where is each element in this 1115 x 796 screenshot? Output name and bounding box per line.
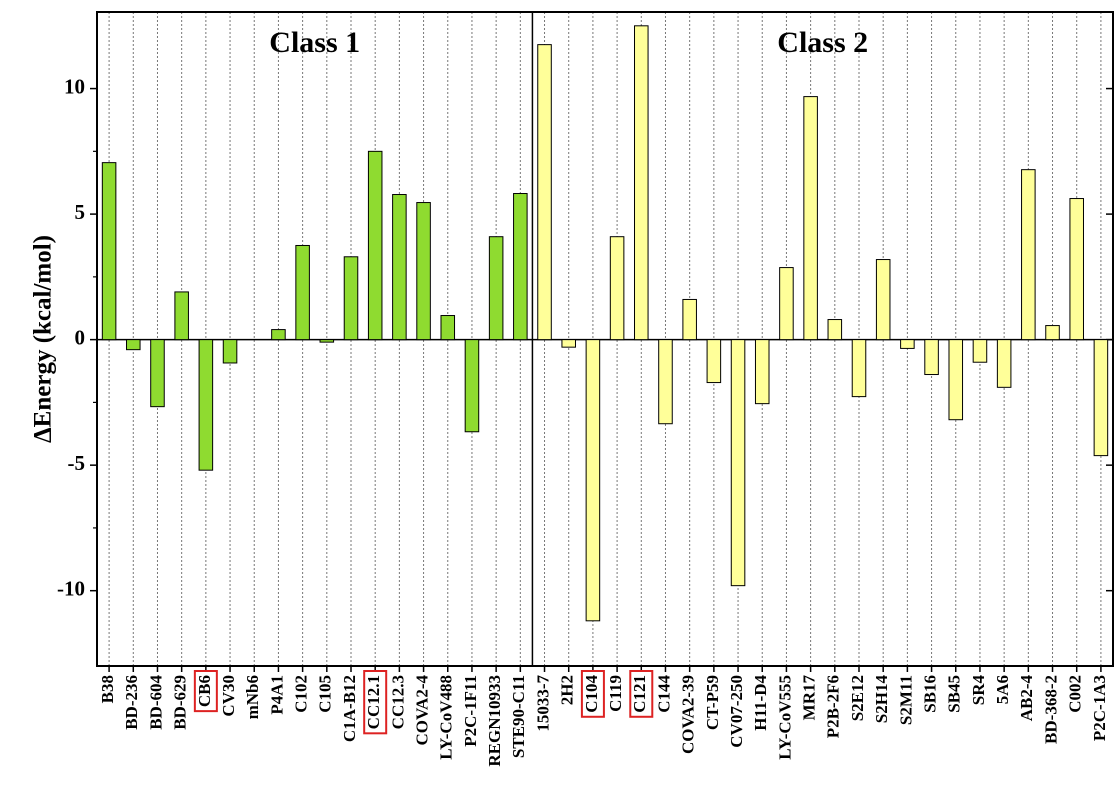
x-tick-label: H11-D4 xyxy=(751,675,770,731)
bar xyxy=(1093,339,1109,457)
bar xyxy=(367,150,383,341)
bar xyxy=(513,193,528,341)
bar xyxy=(537,44,552,341)
class-label: Class 2 xyxy=(777,26,868,59)
x-tick-label: SB45 xyxy=(945,675,964,713)
bar xyxy=(972,339,988,363)
x-tick-label: S2H14 xyxy=(872,675,891,724)
x-tick-label: BD-236 xyxy=(122,675,141,730)
x-tick-label: 5A6 xyxy=(993,675,1012,704)
x-tick-label: P2C-1F11 xyxy=(461,675,480,747)
x-tick-label: C121 xyxy=(630,675,649,713)
bar xyxy=(1021,169,1036,341)
bar xyxy=(803,96,818,341)
x-tick-label: BD-368-2 xyxy=(1041,675,1060,744)
y-axis-label: ΔEnergy (kcal/mol) xyxy=(30,235,57,443)
bar xyxy=(198,339,214,471)
bar xyxy=(174,291,189,341)
y-tick-label: 0 xyxy=(75,325,86,349)
x-tick-label: CB6 xyxy=(195,675,214,707)
x-tick-label: P4A1 xyxy=(267,675,286,715)
x-tick-label: BD-604 xyxy=(146,675,165,730)
highlight-box xyxy=(629,670,654,718)
highlight-box xyxy=(193,670,218,713)
bar xyxy=(682,298,697,341)
bar xyxy=(730,339,746,587)
x-tick-label: CC12.3 xyxy=(388,675,407,729)
y-tick-label: 5 xyxy=(75,200,86,224)
x-tick-label: mNb6 xyxy=(243,675,262,719)
bar xyxy=(585,339,601,622)
bar xyxy=(392,194,407,341)
plot-frame xyxy=(96,11,1114,667)
x-tick-label: C1A-B12 xyxy=(340,675,359,742)
x-tick-label: P2C-1A3 xyxy=(1090,675,1109,741)
bar xyxy=(416,202,431,341)
x-tick-label: BD-629 xyxy=(171,675,190,730)
bar xyxy=(900,339,915,349)
highlight-box xyxy=(580,670,605,718)
x-tick-label: C119 xyxy=(606,675,625,712)
x-tick-label: 2H2 xyxy=(558,675,577,705)
bar xyxy=(706,339,722,384)
bar xyxy=(295,244,310,341)
x-tick-label: C102 xyxy=(292,675,311,713)
x-tick-label: CV07-250 xyxy=(727,675,746,748)
bar xyxy=(343,256,359,341)
bar xyxy=(488,236,504,341)
bar xyxy=(851,339,867,398)
x-tick-label: C002 xyxy=(1066,675,1085,713)
x-tick-label: CV30 xyxy=(219,675,238,717)
x-tick-label: 15033-7 xyxy=(533,675,552,732)
x-tick-label: C144 xyxy=(654,675,673,713)
y-tick-label: 10 xyxy=(64,74,85,98)
x-tick-label: CC12.1 xyxy=(364,675,383,729)
bar xyxy=(827,319,843,341)
x-tick-label: LY-CoV488 xyxy=(437,675,456,760)
highlight-box xyxy=(363,670,388,735)
bar xyxy=(150,339,165,408)
bar xyxy=(779,267,794,341)
x-tick-label: S2M11 xyxy=(896,675,915,725)
x-tick-label: STE90-C11 xyxy=(509,675,528,758)
bar xyxy=(440,315,456,341)
bar xyxy=(126,339,141,351)
x-tick-label: REGN10933 xyxy=(485,675,504,767)
x-tick-label: C105 xyxy=(316,675,335,713)
y-tick-label: -10 xyxy=(57,576,85,600)
bar xyxy=(658,339,673,425)
y-tick-label: -5 xyxy=(68,451,86,475)
bar xyxy=(222,339,238,364)
x-tick-label: SB16 xyxy=(920,675,939,713)
x-tick-label: B38 xyxy=(98,675,117,703)
class-label: Class 1 xyxy=(269,26,360,59)
x-tick-label: LY-CoV555 xyxy=(775,675,794,760)
bar xyxy=(464,339,480,433)
bar xyxy=(319,339,335,343)
x-tick-label: SR4 xyxy=(969,675,988,706)
x-tick-label: AB2-4 xyxy=(1017,675,1036,722)
bar xyxy=(634,25,649,341)
x-tick-label: S2E12 xyxy=(848,675,867,721)
bar xyxy=(271,329,286,341)
bar xyxy=(948,339,964,421)
x-tick-label: C104 xyxy=(582,675,601,713)
x-tick-label: CT-P59 xyxy=(703,675,722,730)
x-tick-label: MR17 xyxy=(800,675,819,721)
x-tick-label: COVA2-4 xyxy=(412,675,431,746)
x-tick-label: COVA2-39 xyxy=(679,675,698,754)
bar xyxy=(754,339,770,405)
x-tick-label: P2B-2F6 xyxy=(824,675,843,738)
bar xyxy=(875,259,891,341)
bar xyxy=(101,162,117,341)
bar xyxy=(924,339,939,376)
bar xyxy=(1069,198,1084,341)
bar xyxy=(561,339,576,348)
bar xyxy=(1045,325,1060,341)
bar xyxy=(996,339,1012,388)
bar xyxy=(609,236,625,341)
